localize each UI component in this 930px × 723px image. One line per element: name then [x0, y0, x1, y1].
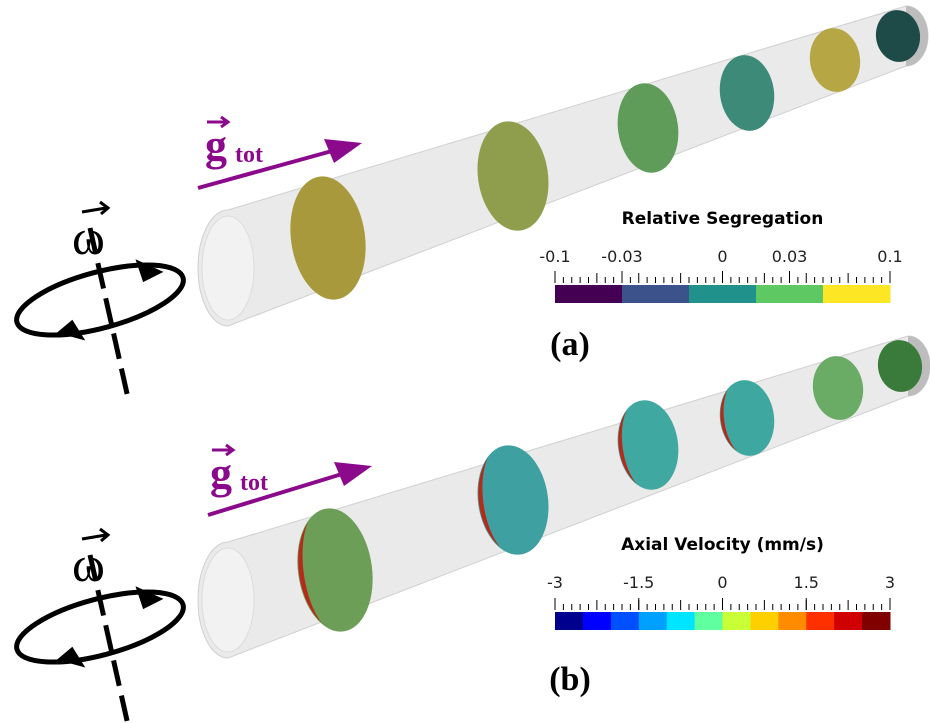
cross-section [719, 380, 775, 456]
colorbar-tick-label: -1.5 [623, 573, 654, 592]
cross-section [617, 400, 679, 490]
colorbar-segment [582, 612, 612, 630]
colorbar-tick-label: 3 [885, 573, 895, 592]
rotation-arrowhead [56, 586, 164, 668]
tube-end [201, 215, 255, 321]
colorbar-tick-label: 0 [717, 573, 727, 592]
gravity-arrowhead [334, 462, 372, 486]
vector-arrow [81, 527, 111, 543]
gravity-arrow [207, 472, 343, 517]
cross-section [297, 508, 373, 632]
colorbar-segment [689, 285, 757, 303]
colorbar-segment [666, 612, 696, 630]
colorbar-title: Axial Velocity (mm/s) [621, 535, 824, 555]
gravity-label: g [205, 121, 227, 170]
gravity-subscript: tot [240, 470, 268, 496]
vector-arrow [207, 115, 231, 129]
colorbar-segment [610, 612, 640, 630]
colorbar-segment [722, 612, 751, 630]
panel: g tot ω Relative Segregation -0.1 -0.03 0 0.03 0… [14, 5, 929, 399]
panel: g tot ω Axial Velocity (mm/s) -3 -1.5 0 1.5 3 (b) [14, 335, 930, 723]
velocity-edge [618, 410, 637, 484]
colorbar-tick-label: -0.1 [539, 247, 570, 266]
cross-section [477, 121, 549, 231]
colorbar-segment [778, 612, 807, 630]
rotation-label: ω [72, 209, 105, 265]
colorbar-tick-label: 0 [717, 247, 727, 266]
cross-section [617, 83, 679, 173]
colorbar-segment [555, 285, 623, 303]
rotation-loop [14, 589, 186, 665]
gravity-arrow [197, 149, 333, 190]
panel-label: (b) [549, 661, 591, 698]
rotation-arrowhead [56, 259, 164, 341]
colorbar-segment [555, 612, 584, 630]
colorbar-tick-label: 0.1 [877, 247, 902, 266]
cross-section [809, 28, 861, 92]
colorbar-tick-label: -0.03 [601, 247, 642, 266]
cross-section [812, 356, 864, 420]
panel-label: (a) [550, 326, 590, 363]
colorbar-segment [756, 285, 824, 303]
cross-section [875, 10, 921, 62]
vector-arrow [212, 443, 236, 457]
velocity-edge [720, 389, 737, 451]
colorbar-segment [622, 285, 690, 303]
rotation-loop [14, 262, 186, 338]
rotation-axis [87, 227, 131, 399]
velocity-edge [298, 522, 322, 624]
colorbar-segment [862, 612, 891, 630]
colorbar-title: Relative Segregation [622, 209, 824, 229]
cross-section [290, 176, 366, 300]
colorbar-segment [694, 612, 723, 630]
cross-section [477, 445, 549, 555]
colorbar-tick-label: 0.03 [772, 247, 808, 266]
colorbar-segment [834, 612, 863, 630]
colorbar-tick-label: -3 [547, 573, 563, 592]
rotation-label: ω [72, 536, 105, 592]
vector-arrow [81, 200, 111, 216]
colorbar-segment [638, 612, 668, 630]
gravity-label: g [210, 449, 232, 498]
colorbar-segment [823, 285, 891, 303]
colorbar-tick-label: 1.5 [794, 573, 819, 592]
velocity-edge [478, 458, 501, 548]
tube-end [201, 547, 255, 653]
gravity-arrowhead [324, 139, 362, 163]
rotation-axis [87, 554, 131, 723]
colorbar-segment [806, 612, 835, 630]
cross-section [877, 340, 923, 392]
cross-section [719, 55, 775, 131]
gravity-subscript: tot [235, 142, 263, 168]
colorbar-segment [750, 612, 779, 630]
